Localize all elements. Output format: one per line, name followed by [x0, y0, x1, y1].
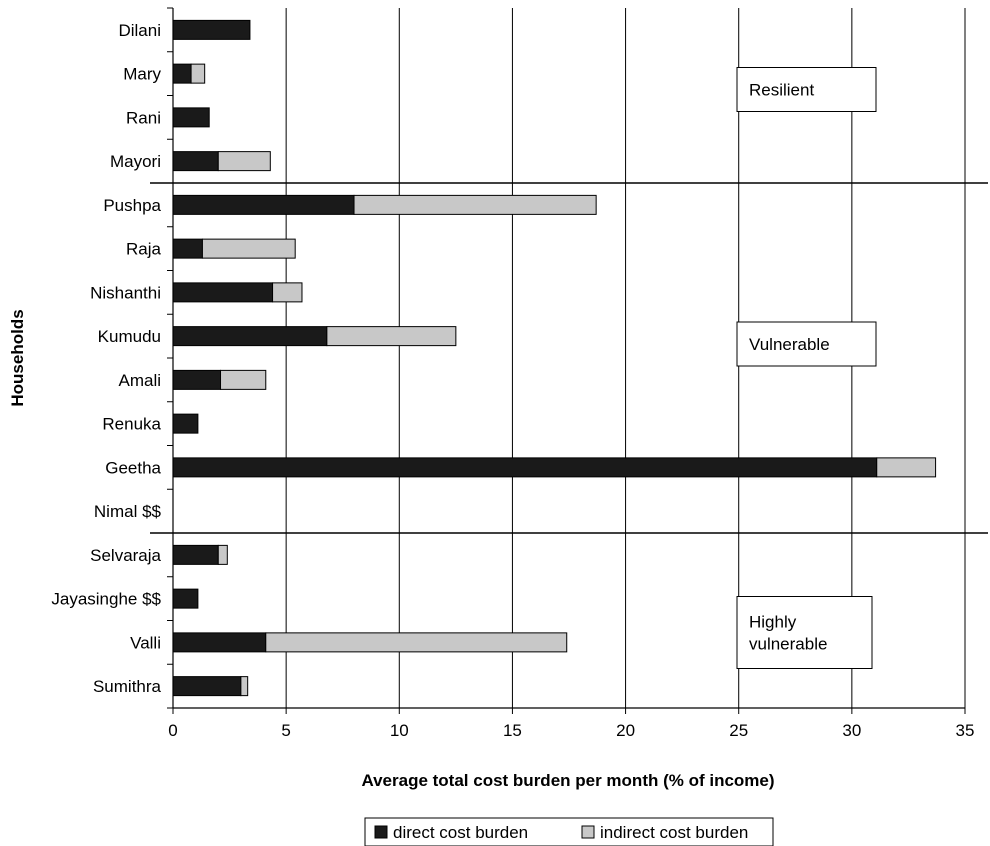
bar-direct — [172, 107, 210, 128]
bar-direct — [172, 19, 251, 40]
category-labels: Dilani Mary Rani Mayori Pushpa Raja Nishanthi K… — [51, 21, 161, 696]
x-tick-label: 35 — [956, 721, 975, 740]
category-label: Dilani — [118, 21, 161, 40]
category-label: Valli — [130, 633, 161, 652]
bar-indirect — [201, 238, 296, 259]
x-axis-title: Average total cost burden per month (% o… — [361, 771, 774, 790]
group-label-box — [736, 596, 873, 669]
bar-direct — [172, 151, 219, 172]
group-label-line: Vulnerable — [749, 335, 830, 354]
bars — [172, 19, 937, 697]
legend-swatch — [581, 825, 595, 839]
group-label: Highly vulnerable — [749, 613, 827, 654]
group-annotations: Resilient Vulnerable Highly vulnerable — [150, 67, 988, 669]
bar-indirect — [240, 676, 249, 697]
bar-indirect — [217, 151, 271, 172]
bar-indirect — [220, 369, 267, 390]
x-tick-label: 10 — [390, 721, 409, 740]
x-tick-label: 5 — [281, 721, 290, 740]
group-label-line: Highly — [749, 613, 797, 632]
group-label-box — [736, 321, 877, 367]
bar-direct — [172, 238, 203, 259]
category-label: Raja — [126, 240, 162, 259]
category-label: Mayori — [110, 152, 161, 171]
category-label: Sumithra — [93, 677, 162, 696]
x-tick-label: 30 — [842, 721, 861, 740]
y-axis-title: Households — [8, 309, 27, 406]
legend-swatch — [374, 825, 388, 839]
bar-direct — [172, 544, 219, 565]
bar-indirect — [190, 63, 206, 84]
category-label: Kumudu — [98, 327, 161, 346]
bar-indirect — [272, 282, 303, 303]
legend-entry: indirect cost burden — [600, 823, 748, 842]
category-label: Rani — [126, 108, 161, 127]
legend-box — [364, 817, 774, 846]
bar-direct — [172, 457, 878, 478]
bar-direct — [172, 676, 242, 697]
x-tick-label: 25 — [729, 721, 748, 740]
category-label: Amali — [118, 371, 161, 390]
bar-direct — [172, 369, 222, 390]
bar-indirect — [876, 457, 937, 478]
group-label: Vulnerable — [749, 335, 830, 354]
x-tick-label: 20 — [616, 721, 635, 740]
bar-indirect — [265, 632, 568, 653]
bar-direct — [172, 63, 192, 84]
group-label-box — [736, 67, 877, 112]
group-label: Resilient — [749, 81, 814, 100]
category-label: Nishanthi — [90, 283, 161, 302]
category-label: Geetha — [105, 458, 161, 477]
bar-direct — [172, 282, 274, 303]
category-label: Mary — [123, 65, 161, 84]
category-label: Renuka — [102, 415, 161, 434]
bar-indirect — [353, 194, 597, 215]
bar-direct — [172, 632, 267, 653]
group-label-line: vulnerable — [749, 635, 827, 654]
x-tick-labels: 0 5 10 15 20 25 30 35 — [168, 721, 974, 740]
category-label: Nimal $$ — [94, 502, 162, 521]
bar-indirect — [326, 326, 457, 347]
bar-direct — [172, 326, 328, 347]
bar-direct — [172, 413, 199, 434]
category-label: Selvaraja — [90, 546, 161, 565]
bar-direct — [172, 194, 355, 215]
legend: direct cost burden indirect cost burden — [364, 817, 774, 846]
x-tick-label: 0 — [168, 721, 177, 740]
x-tick-label: 15 — [503, 721, 522, 740]
bar-indirect — [217, 544, 228, 565]
group-label-line: Resilient — [749, 81, 814, 100]
legend-entry: direct cost burden — [393, 823, 528, 842]
axes — [167, 7, 966, 714]
category-label: Jayasinghe $$ — [51, 590, 161, 609]
bar-direct — [172, 588, 199, 609]
category-label: Pushpa — [103, 196, 161, 215]
